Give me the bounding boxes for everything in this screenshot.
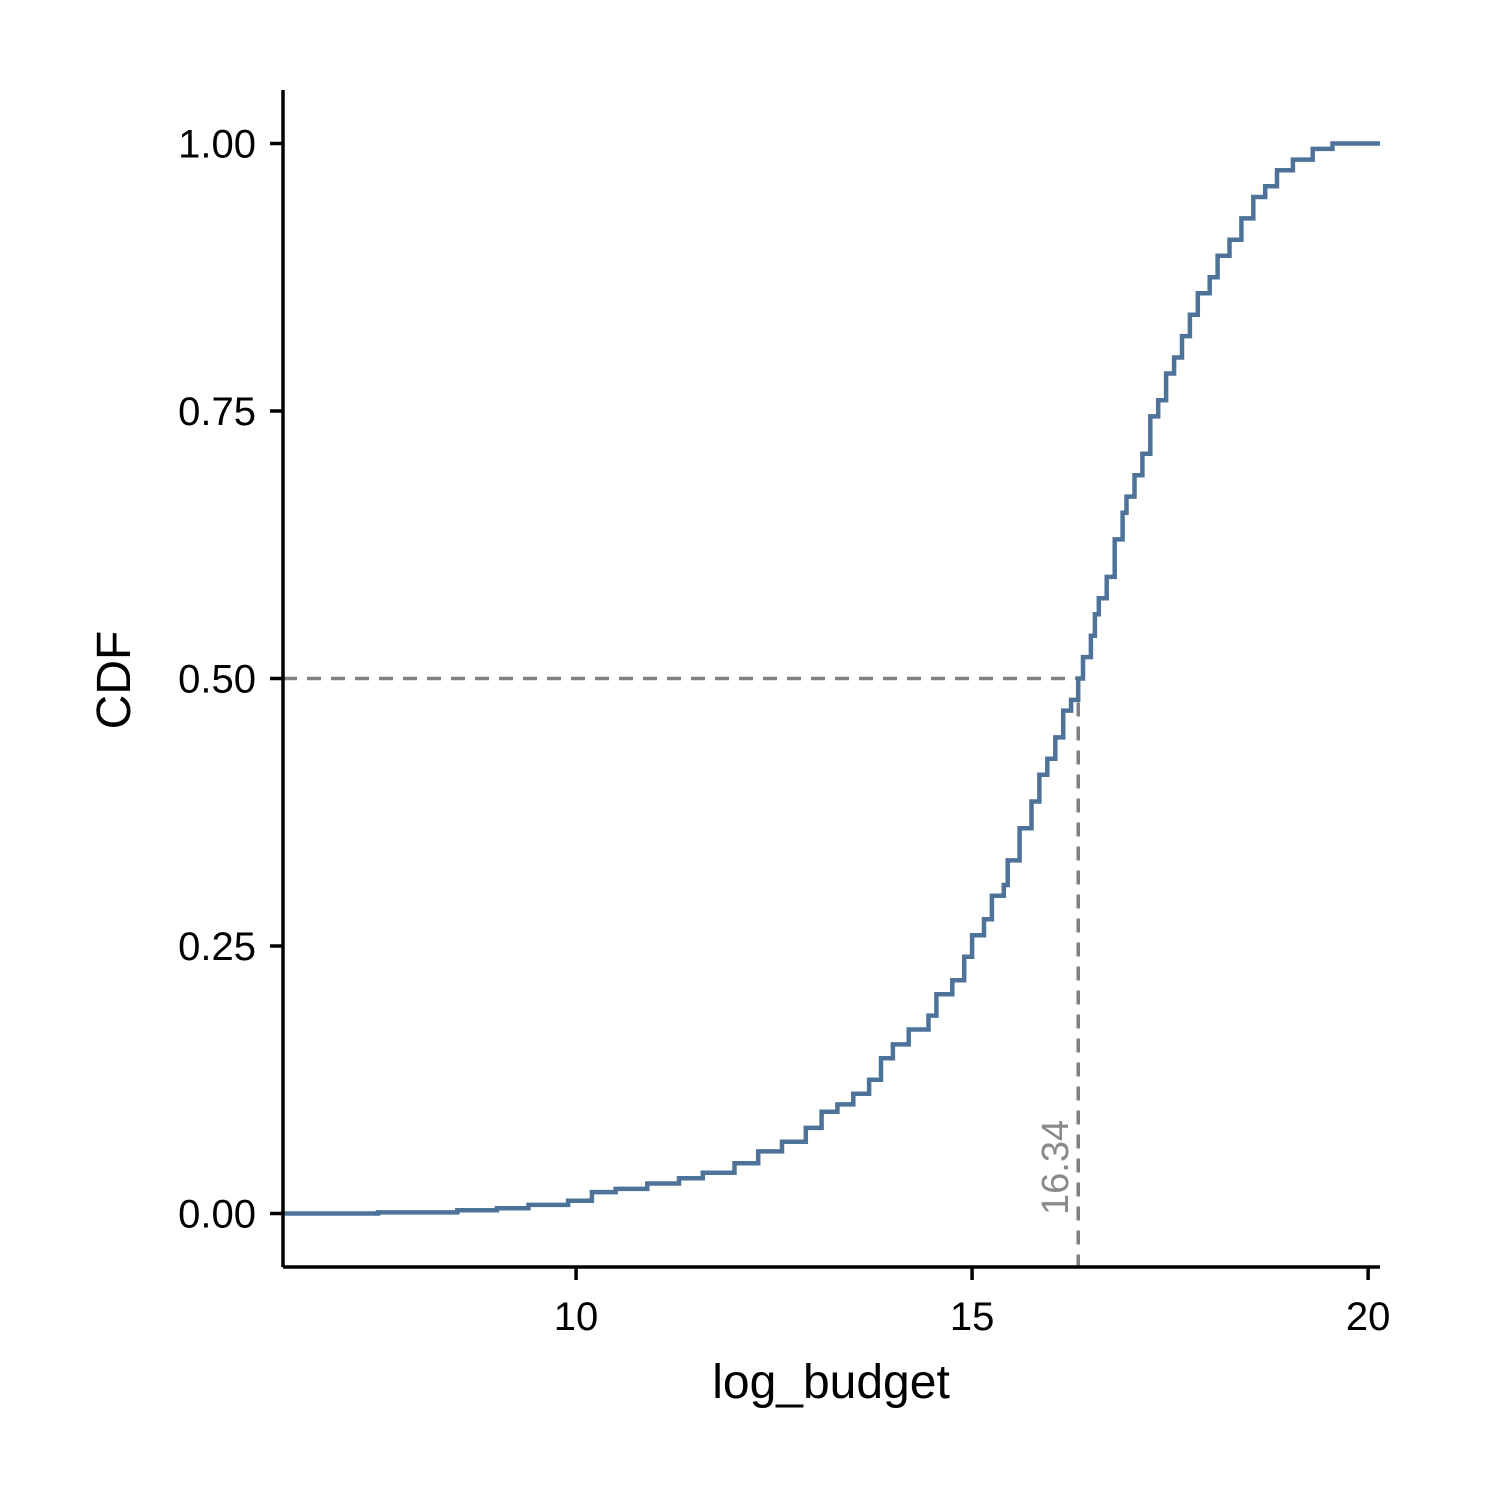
y-tick-label: 0.50 bbox=[178, 658, 256, 702]
x-axis-title: log_budget bbox=[712, 1356, 950, 1409]
median-value-label: 16.34 bbox=[1035, 1120, 1077, 1215]
y-tick-label: 1.00 bbox=[178, 123, 256, 167]
x-ticks: 10 15 20 bbox=[554, 1267, 1391, 1339]
cdf-series-line bbox=[283, 141, 1380, 1216]
reference-lines: 16.34 bbox=[283, 676, 1080, 1267]
y-tick-label: 0.00 bbox=[178, 1193, 256, 1237]
series-group bbox=[283, 141, 1380, 1216]
axes bbox=[281, 90, 1380, 1269]
x-tick-label: 20 bbox=[1346, 1295, 1391, 1339]
x-tick-label: 15 bbox=[950, 1295, 995, 1339]
x-tick-label: 10 bbox=[554, 1295, 599, 1339]
y-tick-label: 0.75 bbox=[178, 390, 256, 434]
y-ticks: 0.00 0.25 0.50 0.75 1.00 bbox=[178, 123, 283, 1237]
y-axis-title: CDF bbox=[88, 631, 141, 730]
y-tick-label: 0.25 bbox=[178, 925, 256, 969]
